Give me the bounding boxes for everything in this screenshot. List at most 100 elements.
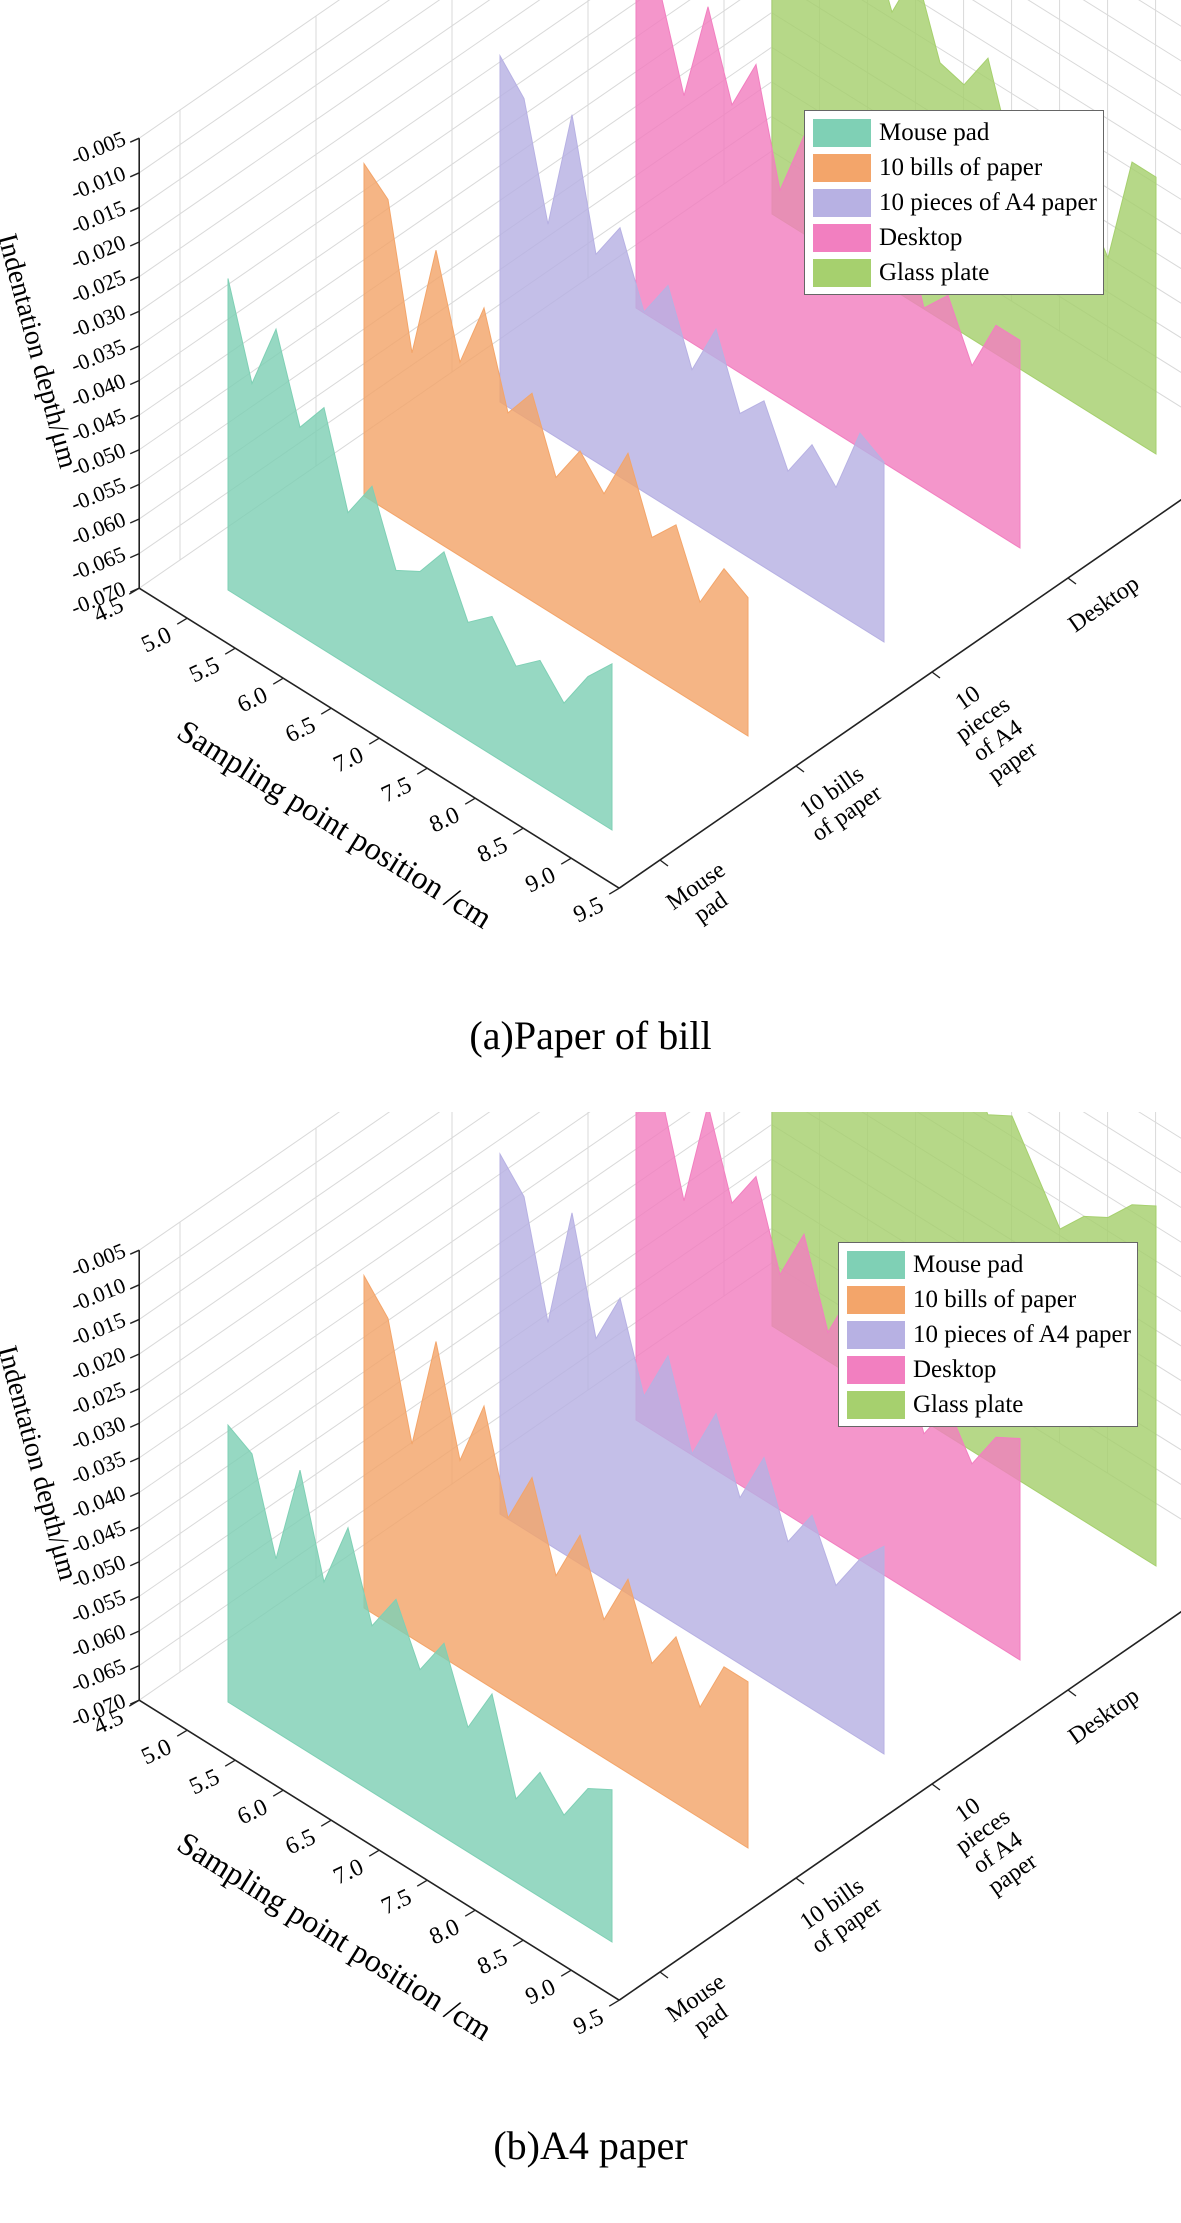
chart-a-x-tick-label: 6.5	[282, 712, 320, 748]
legend-swatch	[847, 1250, 905, 1279]
chart-a-y-tick	[129, 379, 140, 386]
chart-b-y-tick	[129, 1561, 140, 1567]
legend-label: Desktop	[913, 1355, 997, 1383]
chart-b-legend: Mouse pad 10 bills of paper 10 pieces of A…	[838, 1242, 1138, 1427]
chart-a-y-tick	[129, 449, 140, 455]
legend-item: Mouse pad	[813, 115, 1097, 150]
chart-a-z-tick	[1067, 577, 1077, 585]
chart-a-y-tick	[129, 241, 140, 247]
chart-a-x-tick-label: 7.0	[330, 742, 368, 778]
chart-b-y-axis-label: Indentation depth/μm	[0, 1342, 84, 1583]
chart-a-gridline-y	[138, 0, 541, 278]
chart-b-x-tick	[320, 1819, 332, 1827]
chart-b-z-tick	[795, 1877, 805, 1885]
chart-a-x-tick	[464, 797, 476, 805]
chart-b-z-tick-label: Mousepad	[662, 1969, 745, 2049]
chart-a-legend: Mouse pad 10 bills of paper 10 pieces of A…	[804, 110, 1104, 295]
chart-b-z-tick-label: Desktop	[1064, 1683, 1144, 1750]
chart-b-gridline-y-right	[1082, 1112, 1181, 1174]
chart-b-z-tick	[659, 1971, 669, 1979]
chart-b-series-0	[227, 1423, 613, 1943]
chart-b-y-tick	[129, 1422, 140, 1428]
chart-b-x-tick-label: 7.0	[330, 1854, 368, 1890]
chart-a-z-tick	[659, 859, 669, 867]
legend-label: 10 pieces of A4 paper	[913, 1320, 1131, 1348]
chart-a-x-tick	[176, 617, 188, 625]
chart-b-x-tick-label: 9.0	[522, 1974, 560, 2010]
chart-a-gridline-y-right	[1082, 0, 1181, 62]
legend-label: 10 bills of paper	[879, 153, 1043, 181]
chart-b-x-tick-label: 6.0	[234, 1794, 272, 1830]
legend-item: Glass plate	[813, 255, 1097, 290]
chart-a-x-tick-label: 5.5	[186, 652, 224, 688]
chart-panel-a: -0.070 -0.065 -0.060 -0.055 -0.050 -0.045 -0.0…	[0, 0, 1181, 1111]
chart-b-gridline-y-right	[1027, 1112, 1181, 1209]
legend-item: 10 bills of paper	[847, 1282, 1131, 1317]
chart-b-x-tick	[464, 1909, 476, 1917]
chart-a-y-tick	[129, 345, 140, 351]
chart-b-x-tick	[272, 1789, 284, 1797]
chart-b-gridline-y-right	[1138, 1112, 1181, 1139]
chart-a-x-tick	[368, 737, 380, 745]
chart-b-y-tick	[129, 1284, 140, 1290]
legend-swatch	[847, 1355, 905, 1384]
chart-b-y-tick	[129, 1388, 140, 1394]
chart-b-y-tick	[129, 1630, 140, 1636]
chart-a-y-axis-label: Indentation depth/μm	[0, 230, 84, 471]
chart-b-z-tick	[1067, 1689, 1077, 1697]
chart-b-x-tick-label: 6.5	[282, 1824, 320, 1860]
legend-swatch	[813, 153, 871, 182]
chart-a-gridline-y-right	[1027, 0, 1181, 97]
legend-label: Glass plate	[913, 1390, 1024, 1418]
chart-a-y-tick	[129, 310, 140, 316]
chart-b-z-tick	[931, 1783, 941, 1791]
chart-a-x-tick-label: 8.5	[474, 832, 512, 868]
chart-a-z-tick-label: Mousepad	[662, 857, 745, 937]
chart-a-x-tick-label: 6.0	[234, 682, 272, 718]
chart-a-y-tick	[129, 483, 140, 489]
chart-a-z-axis	[618, 498, 1181, 889]
chart-a-series-2	[499, 53, 885, 643]
chart-a-y-tick	[129, 172, 140, 178]
chart-b-x-axis	[138, 1699, 620, 2001]
chart-a-x-tick	[320, 707, 332, 715]
chart-a-y-tick	[129, 552, 140, 559]
legend-label: Desktop	[879, 223, 963, 251]
chart-a-series-1	[363, 162, 749, 737]
chart-b-y-tick	[129, 1249, 140, 1255]
chart-b-x-tick-label: 5.0	[138, 1734, 176, 1770]
chart-b-y-tick	[129, 1526, 140, 1532]
chart-b-y-tick	[129, 1353, 140, 1359]
chart-b-gridline-y	[138, 1112, 341, 1251]
chart-a-x-tick	[560, 857, 572, 865]
chart-a-x-tick	[272, 677, 284, 685]
chart-b-y-tick	[129, 1664, 140, 1671]
chart-a-z-tick	[795, 765, 805, 773]
chart-b-x-tick	[176, 1729, 188, 1737]
chart-b-x-tick-label: 5.5	[186, 1764, 224, 1800]
chart-b-z-tick-label: 10piecesof A4paper	[936, 1782, 1045, 1902]
legend-swatch	[847, 1320, 905, 1349]
chart-b-x-tick	[416, 1879, 428, 1887]
legend-swatch	[847, 1390, 905, 1419]
chart-a-y-tick	[129, 414, 140, 420]
chart-a-gridline-y	[138, 0, 641, 347]
chart-b-gridline-y	[138, 1112, 391, 1286]
chart-a-gridline-y	[138, 0, 591, 312]
chart-a-x-tick	[608, 887, 620, 895]
chart-b-gridline-y	[138, 1112, 491, 1355]
chart-a-gridline-y	[138, 0, 391, 174]
chart-b-gridline-y	[138, 1112, 641, 1459]
chart-a-x-tick-label: 8.0	[426, 802, 464, 838]
chart-a-x-tick-label: 7.5	[378, 772, 416, 808]
chart-b-z-axis	[618, 1610, 1181, 2001]
chart-b-x-tick	[128, 1699, 140, 1707]
chart-b-y-tick	[129, 1318, 140, 1325]
legend-item: Mouse pad	[847, 1247, 1131, 1282]
chart-b-x-tick-label: 8.0	[426, 1914, 464, 1950]
legend-label: 10 pieces of A4 paper	[879, 188, 1097, 216]
chart-b-series-1	[363, 1273, 749, 1849]
chart-b-y-tick	[129, 1457, 140, 1463]
chart-a-x-tick	[224, 647, 236, 655]
chart-b-y-tick	[129, 1491, 140, 1498]
